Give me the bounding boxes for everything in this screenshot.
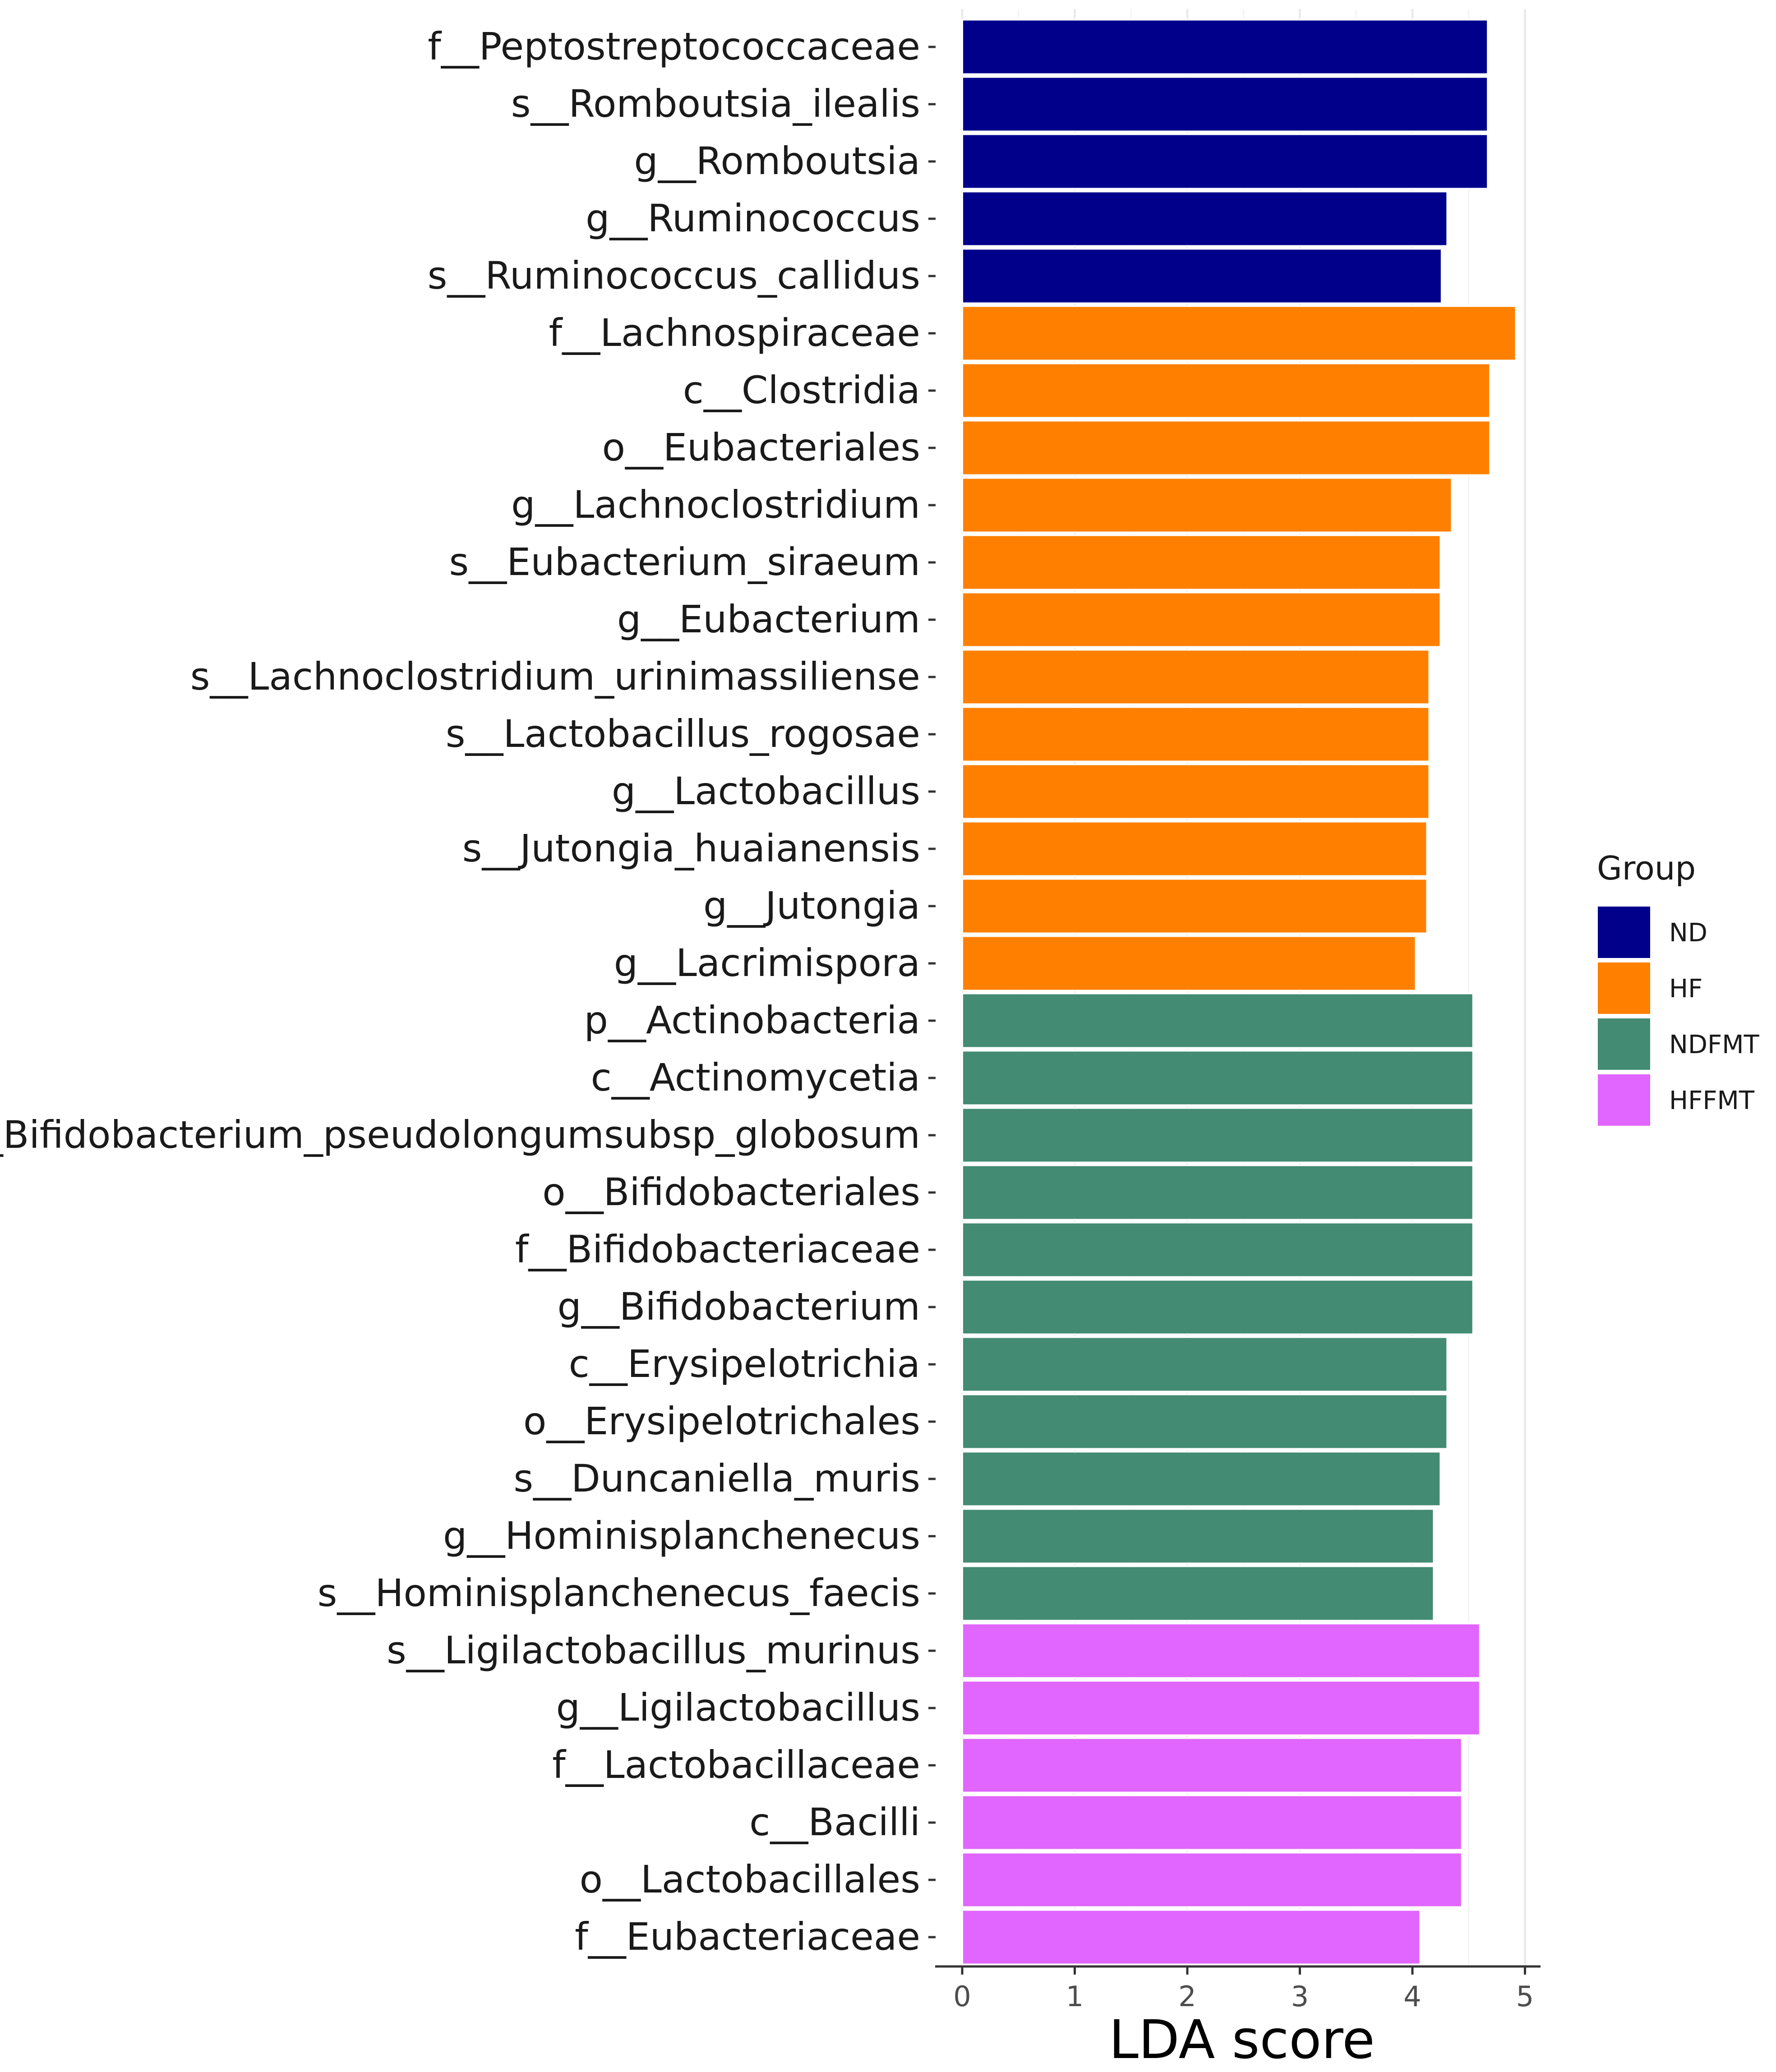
legend-key-hffmt xyxy=(1596,1073,1652,1128)
bar-s-eubacterium-siraeum xyxy=(961,534,1442,591)
y-label-g-lactobacillus: g__Lactobacillus xyxy=(612,769,920,813)
bar-s-hominisplanchenecus-faecis xyxy=(961,1565,1435,1622)
y-axis-labels: f__Peptostreptococcaceae s__Romboutsia_il… xyxy=(0,24,936,1959)
y-label-g-romboutsia: g__Romboutsia xyxy=(634,139,920,183)
x-tick-label: 0 xyxy=(953,1980,971,2013)
y-label-o-erysipelotrichales: o__Erysipelotrichales xyxy=(523,1399,920,1443)
y-label-c-erysipelotrichia: c__Erysipelotrichia xyxy=(569,1342,920,1386)
bar-s-lactobacillus-rogosae xyxy=(961,706,1430,763)
y-label-s-duncaniella-muris: s__Duncaniella_muris xyxy=(513,1456,920,1501)
legend-key-nd xyxy=(1596,905,1652,960)
y-label-s-lachnoclostridium-urinimassiliense: s__Lachnoclostridium_urinimassiliense xyxy=(190,654,920,699)
x-tick-label: 3 xyxy=(1291,1980,1309,2013)
bar-s-ruminococcus-callidus xyxy=(961,248,1443,304)
y-label-f-peptostreptococcaceae: f__Peptostreptococcaceae xyxy=(428,24,920,69)
bar-g-bifidobacterium xyxy=(961,1279,1474,1335)
bar-f-lactobacillaceae xyxy=(961,1737,1463,1794)
y-label-g-lachnoclostridium: g__Lachnoclostridium xyxy=(511,483,920,527)
bar-f-bifidobacteriaceae xyxy=(961,1221,1474,1278)
y-label-g-eubacterium: g__Eubacterium xyxy=(617,597,920,641)
bar-f-peptostreptococcaceae xyxy=(961,18,1489,75)
x-axis-title: LDA score xyxy=(1109,2008,1375,2071)
y-label-s-romboutsia-ilealis: s__Romboutsia_ilealis xyxy=(511,82,920,126)
legend-key-ndfmt xyxy=(1596,1017,1652,1072)
bar-f-lachnospiraceae xyxy=(961,305,1517,362)
y-label-o-bifidobacteriales: o__Bifidobacteriales xyxy=(542,1170,920,1214)
y-label-f-bifidobacteriaceae: f__Bifidobacteriaceae xyxy=(515,1227,920,1271)
x-tick-label: 4 xyxy=(1403,1980,1421,2013)
bar-s-lachnoclostridium-urinimassiliense xyxy=(961,649,1430,705)
bar-g-hominisplanchenecus xyxy=(961,1508,1435,1565)
y-label-s-lactobacillus-rogosae: s__Lactobacillus_rogosae xyxy=(446,712,920,756)
y-label-f-eubacteriaceae: f__Eubacteriaceae xyxy=(575,1915,920,1959)
y-label-g-jutongia: g__Jutongia xyxy=(703,884,920,928)
y-label-o-lactobacillales: o__Lactobacillales xyxy=(580,1857,920,1902)
bar-s-duncaniella-muris xyxy=(961,1450,1442,1507)
bar-o-bifidobacteriales xyxy=(961,1164,1474,1221)
bar-o-erysipelotrichales xyxy=(961,1393,1448,1450)
bar-f-eubacteriaceae xyxy=(961,1909,1421,1966)
bar-c-bacilli xyxy=(961,1794,1463,1851)
legend-label-hffmt: HFFMT xyxy=(1669,1086,1755,1115)
y-label-g-hominisplanchenecus: g__Hominisplanchenecus xyxy=(443,1514,920,1558)
bar-o-lactobacillales xyxy=(961,1851,1463,1908)
legend-key-hf xyxy=(1596,961,1652,1016)
bar-c-clostridia xyxy=(961,362,1491,419)
y-label-g-bifidobacterium: g__Bifidobacterium xyxy=(558,1285,920,1329)
y-label-o-eubacteriales: o__Eubacteriales xyxy=(602,425,920,470)
x-tick-label: 5 xyxy=(1516,1980,1534,2013)
bar-o-eubacteriales xyxy=(961,419,1491,476)
legend: Group ND HF NDFMT HFFMT xyxy=(1596,849,1760,1128)
bar-s-bifidobacterium-pseudolongumsubsp-globosum xyxy=(961,1107,1474,1164)
y-label-p-actinobacteria: p__Actinobacteria xyxy=(584,998,920,1042)
bar-g-ruminococcus xyxy=(961,190,1448,247)
y-label-c-clostridia: c__Clostridia xyxy=(683,368,920,412)
x-axis: 0 1 2 3 4 5 xyxy=(935,1965,1541,2013)
y-label-s-bifidobacterium-pseudolongumsubsp-globosum: s__Bifidobacterium_pseudolongumsubsp_glo… xyxy=(0,1113,920,1157)
y-label-f-lactobacillaceae: f__Lactobacillaceae xyxy=(552,1743,920,1787)
legend-label-hf: HF xyxy=(1669,974,1702,1004)
y-label-s-eubacterium-siraeum: s__Eubacterium_siraeum xyxy=(449,540,920,584)
legend-label-nd: ND xyxy=(1669,918,1707,948)
bar-g-jutongia xyxy=(961,878,1428,935)
y-label-s-ligilactobacillus-murinus: s__Ligilactobacillus_murinus xyxy=(387,1628,920,1672)
bar-s-romboutsia-ilealis xyxy=(961,76,1489,133)
y-label-f-lachnospiraceae: f__Lachnospiraceae xyxy=(549,311,920,355)
y-label-g-ruminococcus: g__Ruminococcus xyxy=(586,196,920,240)
x-tick-label: 2 xyxy=(1178,1980,1196,2013)
legend-title: Group xyxy=(1597,849,1696,887)
bar-g-romboutsia xyxy=(961,133,1489,190)
bar-g-lachnoclostridium xyxy=(961,477,1453,534)
y-label-c-actinomycetia: c__Actinomycetia xyxy=(591,1055,920,1100)
bar-s-jutongia-huaianensis xyxy=(961,820,1428,877)
y-label-g-ligilactobacillus: g__Ligilactobacillus xyxy=(556,1685,920,1730)
y-label-s-hominisplanchenecus-faecis: s__Hominisplanchenecus_faecis xyxy=(318,1571,920,1615)
y-label-c-bacilli: c__Bacilli xyxy=(749,1800,920,1844)
bar-g-ligilactobacillus xyxy=(961,1680,1481,1736)
bar-c-erysipelotrichia xyxy=(961,1336,1448,1393)
y-label-s-jutongia-huaianensis: s__Jutongia_huaianensis xyxy=(462,826,920,870)
bar-p-actinobacteria xyxy=(961,992,1474,1049)
bar-g-lactobacillus xyxy=(961,763,1430,820)
bar-c-actinomycetia xyxy=(961,1050,1474,1106)
bars xyxy=(961,18,1517,1966)
bar-g-lacrimispora xyxy=(961,935,1417,992)
bar-g-eubacterium xyxy=(961,591,1442,648)
legend-label-ndfmt: NDFMT xyxy=(1669,1030,1760,1059)
x-tick-label: 1 xyxy=(1066,1980,1084,2013)
bar-s-ligilactobacillus-murinus xyxy=(961,1622,1481,1679)
y-label-s-ruminococcus-callidus: s__Ruminococcus_callidus xyxy=(428,253,920,298)
y-label-g-lacrimispora: g__Lacrimispora xyxy=(614,941,920,985)
